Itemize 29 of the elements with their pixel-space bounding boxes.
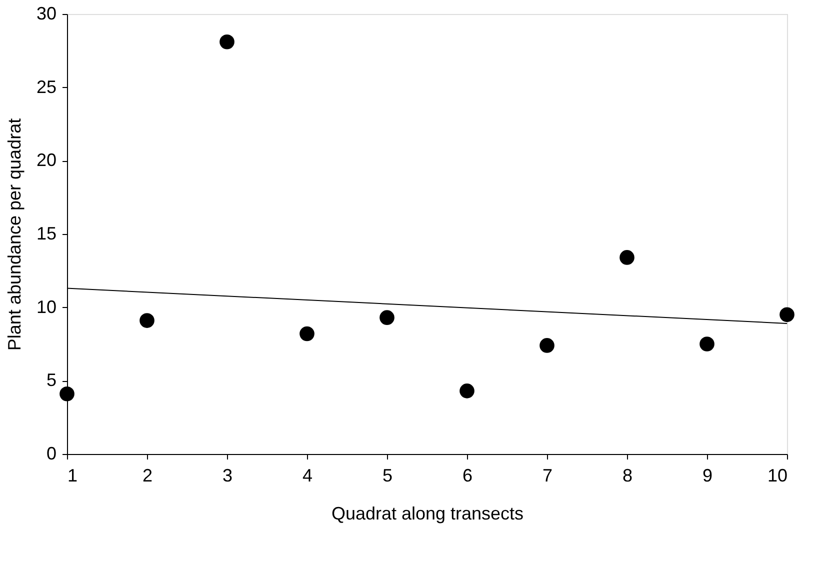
y-axis-title: Plant abundance per quadrat xyxy=(4,118,24,351)
point xyxy=(300,326,314,342)
point xyxy=(540,338,554,353)
x-tick-label: 8 xyxy=(622,466,633,486)
y-tick-label: 20 xyxy=(36,150,56,170)
y-tick-label: 10 xyxy=(36,296,56,317)
x-tick-label: 3 xyxy=(222,466,233,486)
x-tick-label: 5 xyxy=(382,466,393,486)
x-tick-label: 7 xyxy=(542,466,553,486)
x-tick-label: 2 xyxy=(142,466,153,486)
point xyxy=(700,336,714,352)
y-tick-label: 15 xyxy=(36,224,56,244)
x-tick-label: 9 xyxy=(702,466,713,486)
point xyxy=(140,313,154,328)
point xyxy=(60,386,74,402)
y-tick-label: 25 xyxy=(36,76,56,97)
x-tick-label: 4 xyxy=(302,466,313,486)
x-axis-title: Quadrat along transects xyxy=(331,504,524,524)
y-tick-label: 0 xyxy=(46,444,56,464)
point xyxy=(220,34,234,50)
point xyxy=(780,307,794,322)
point xyxy=(620,250,634,265)
x-tick-label: 1 xyxy=(68,466,78,486)
y-tick-label: 5 xyxy=(46,370,56,390)
x-tick-label: 6 xyxy=(462,466,473,486)
x-tick-label: 10 xyxy=(767,466,788,486)
point xyxy=(380,310,394,325)
y-tick-label: 30 xyxy=(36,4,56,24)
point xyxy=(460,384,474,398)
